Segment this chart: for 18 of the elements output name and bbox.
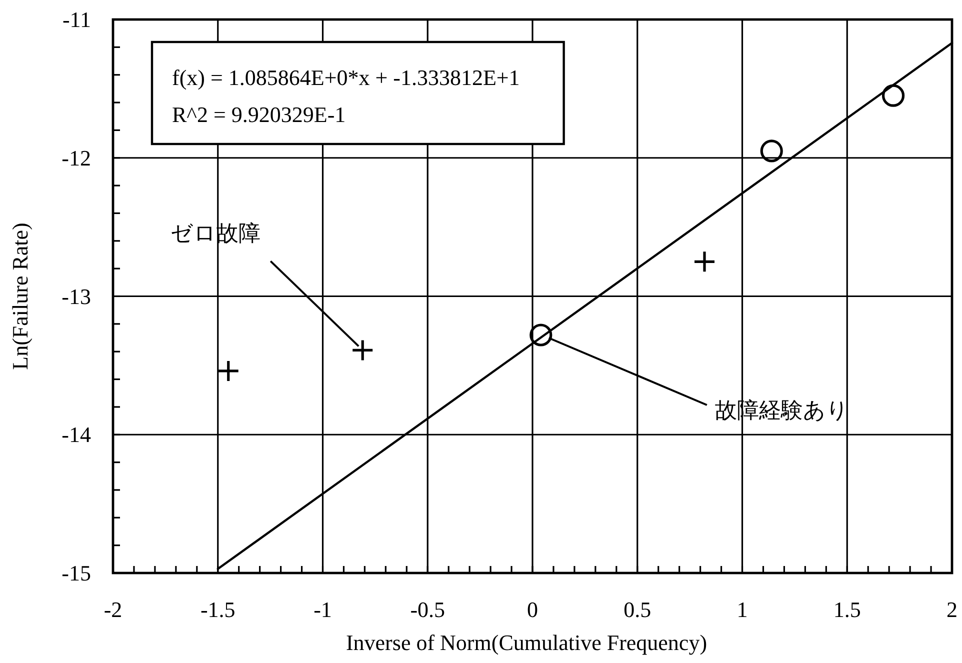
x-tick-label: -1 (314, 597, 332, 622)
y-tick-label: -12 (62, 145, 91, 170)
x-tick-label: 0.5 (624, 597, 652, 622)
y-tick-label: -13 (62, 284, 91, 309)
y-tick-label: -11 (62, 7, 91, 32)
x-axis-title: Inverse of Norm(Cumulative Frequency) (346, 630, 708, 655)
annotation: R^2 = 9.920329E-1 (172, 102, 346, 127)
x-tick-label: 1 (736, 597, 748, 622)
x-tick-label: -2 (104, 597, 122, 622)
x-tick-label: 0 (527, 597, 538, 622)
y-axis-title: Ln(Failure Rate) (8, 222, 32, 370)
x-tick-label: -1.5 (200, 597, 236, 622)
x-tick-label: -0.5 (410, 597, 446, 622)
annotation: f(x) = 1.085864E+0*x + -1.333812E+1 (172, 65, 520, 90)
x-tick-label: 1.5 (833, 597, 861, 622)
y-tick-label: -14 (62, 422, 91, 448)
x-tick-label: 2 (946, 597, 958, 622)
y-tick-label: -15 (62, 560, 91, 586)
